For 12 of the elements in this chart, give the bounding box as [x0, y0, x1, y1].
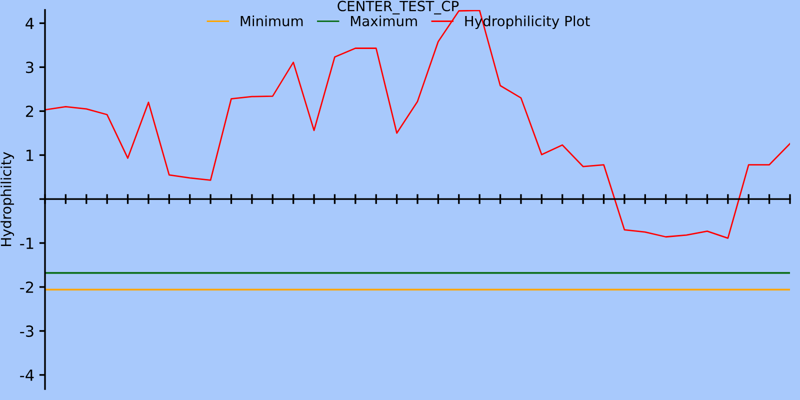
- y-tick-label: -2: [20, 281, 34, 293]
- y-tick-label: -4: [20, 370, 34, 381]
- legend-label: Minimum: [240, 16, 303, 26]
- y-axis-title: Hydrophilicity: [0, 152, 14, 246]
- chart-title: CENTER_TEST_CP: [338, 0, 459, 14]
- y-tick-label: 3: [26, 62, 34, 74]
- y-tick-label: 1: [26, 150, 34, 161]
- legend-label: Maximum: [351, 16, 417, 26]
- y-tick-label: 2: [26, 106, 34, 117]
- y-tick-label: -3: [20, 325, 34, 337]
- y-tick-label: 4: [26, 18, 34, 29]
- y-tick-label: -1: [20, 238, 34, 249]
